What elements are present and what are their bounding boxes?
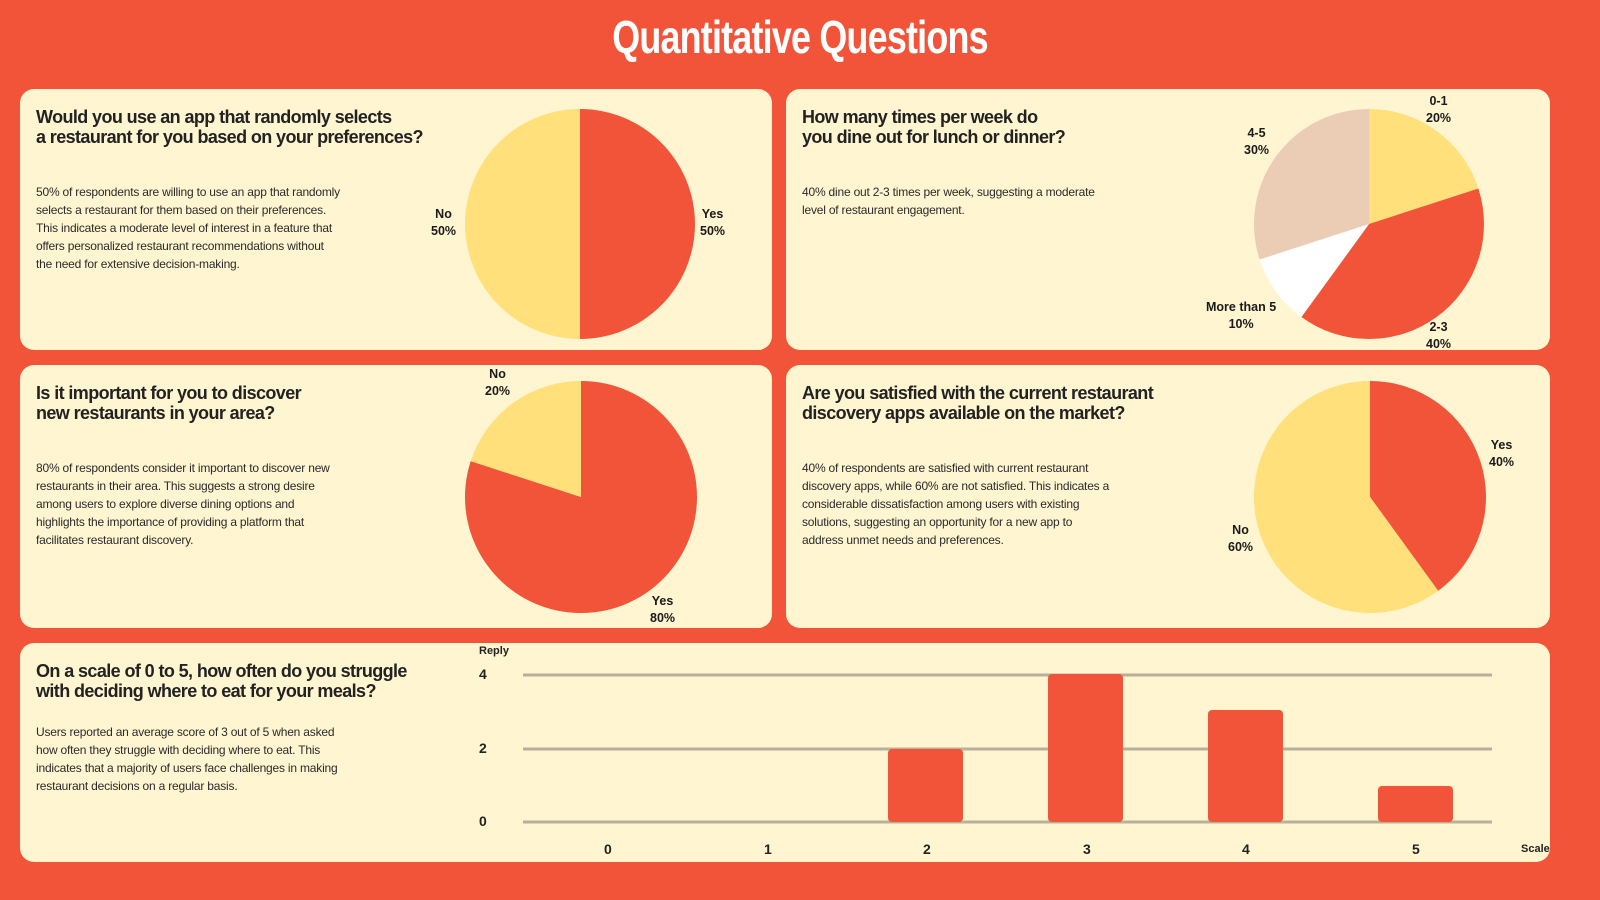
pie-label-yes: Yes 50% — [700, 207, 726, 238]
panel-dine-out-frequency: How many times per week do you dine out … — [786, 89, 1550, 351]
question-title: How many times per week do you dine out … — [802, 107, 1066, 147]
pie-chart — [465, 109, 695, 339]
pie-chart — [1254, 381, 1487, 613]
pie-label-no: No 60% — [1228, 523, 1254, 554]
panel-app-random-selection: Would you use an app that randomly selec… — [20, 89, 772, 350]
x-tick-3: 3 — [1083, 841, 1091, 857]
description: 50% of respondents are willing to use an… — [36, 185, 340, 271]
pie-chart — [1254, 109, 1485, 340]
y-tick-4: 4 — [479, 666, 487, 682]
question-title: Are you satisfied with the current resta… — [802, 383, 1154, 423]
bar-chart — [523, 673, 1492, 824]
question-title: Would you use an app that randomly selec… — [36, 107, 424, 147]
pie-label-yes: Yes 40% — [1489, 438, 1515, 469]
question-title: On a scale of 0 to 5, how often do you s… — [36, 661, 407, 701]
x-tick-0: 0 — [604, 841, 612, 857]
y-tick-0: 0 — [479, 813, 487, 829]
panel-satisfaction-discovery-apps: Are you satisfied with the current resta… — [786, 365, 1550, 628]
pie-chart — [465, 381, 698, 613]
x-tick-5: 5 — [1412, 841, 1420, 857]
page-title: Quantitative Questions — [612, 11, 988, 63]
x-tick-4: 4 — [1242, 841, 1250, 857]
x-axis-label: Scale — [1521, 843, 1550, 855]
x-tick-2: 2 — [923, 841, 931, 857]
pie-label-0-1: 0-1 20% — [1426, 94, 1452, 125]
description: Users reported an average score of 3 out… — [36, 725, 338, 793]
pie-label-4-5: 4-5 30% — [1244, 126, 1270, 157]
pie-label-yes: Yes 80% — [650, 594, 676, 625]
pie-label-no: No 20% — [485, 367, 511, 398]
pie-label-no: No 50% — [431, 207, 457, 238]
y-tick-2: 2 — [479, 740, 487, 756]
description: 40% of respondents are satisfied with cu… — [802, 461, 1110, 547]
pie-label-2-3: 2-3 40% — [1426, 320, 1452, 351]
panel-struggle-scale: On a scale of 0 to 5, how often do you s… — [20, 643, 1550, 862]
description: 40% dine out 2-3 times per week, suggest… — [802, 185, 1095, 217]
question-title: Is it important for you to discover new … — [36, 383, 302, 423]
panel-discover-new-restaurants: Is it important for you to discover new … — [20, 365, 772, 628]
pie-label-more-than-5: More than 5 10% — [1206, 300, 1277, 331]
description: 80% of respondents consider it important… — [36, 461, 330, 547]
y-axis-label: Reply — [479, 645, 509, 657]
x-tick-1: 1 — [764, 841, 772, 857]
